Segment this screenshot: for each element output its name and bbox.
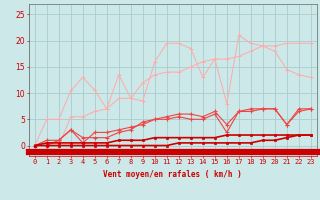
X-axis label: Vent moyen/en rafales ( km/h ): Vent moyen/en rafales ( km/h )	[103, 170, 242, 179]
